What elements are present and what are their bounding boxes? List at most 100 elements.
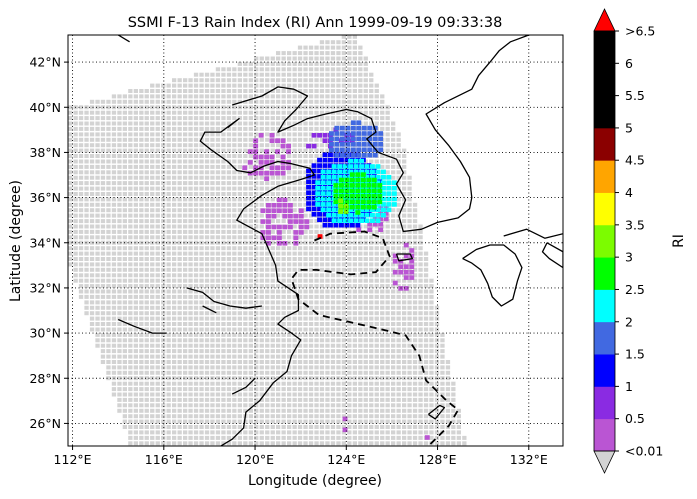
swath-pixel [243,257,248,261]
swath-pixel [150,262,155,267]
swath-pixel [232,289,237,294]
swath-pixel [292,414,297,419]
swath-pixel [287,72,292,77]
swath-pixel [139,143,144,148]
swath-pixel [341,311,346,316]
swath-pixel [434,381,440,386]
swath-pixel [287,67,292,72]
swath-pixel [106,332,111,337]
swath-pixel [117,159,122,164]
swath-pixel [456,441,461,446]
swath-pixel [166,387,171,392]
swath-pixel [341,343,346,348]
swath-pixel [89,229,95,234]
swath-pixel [215,311,221,316]
swath-pixel [133,208,138,213]
swath-pixel [391,322,396,326]
swath-pixel [396,278,401,283]
rain-pixel [280,165,286,171]
swath-pixel [270,181,275,186]
swath-pixel [429,397,434,402]
swath-pixel [183,197,188,202]
swath-pixel [89,110,95,115]
swath-pixel [237,181,242,186]
swath-pixel [341,246,346,251]
swath-pixel [412,414,418,419]
swath-pixel [150,89,155,93]
swath-pixel [407,294,412,299]
swath-pixel [144,311,149,316]
swath-pixel [407,408,412,413]
swath-pixel [68,105,73,110]
rain-pixel [360,172,366,177]
swath-pixel [144,300,149,305]
swath-pixel [281,338,286,343]
swath-pixel [402,381,407,386]
swath-pixel [95,229,100,234]
swath-pixel [232,441,237,446]
swath-pixel [144,159,149,164]
swath-pixel [172,370,177,375]
swath-pixel [84,257,89,261]
swath-pixel [330,51,336,56]
swath-pixel [429,435,434,440]
swath-pixel [276,257,281,261]
track-line [290,230,460,446]
swath-pixel [243,94,248,99]
swath-pixel [445,419,451,424]
swath-pixel [303,343,308,348]
rain-pixel [378,227,384,232]
swath-pixel [226,170,232,175]
swath-pixel [95,343,100,348]
swath-pixel [330,284,336,289]
rain-pixel [271,224,277,230]
swath-pixel [106,116,111,121]
swath-pixel [396,143,401,148]
swath-pixel [117,164,122,169]
swath-pixel [204,192,210,196]
swath-pixel [418,305,423,310]
swath-pixel [150,121,155,126]
rain-pixel [306,190,311,195]
swath-pixel [128,126,133,131]
swath-pixel [133,159,138,164]
swath-pixel [330,105,336,110]
swath-pixel [314,408,319,413]
swath-pixel [139,240,144,245]
swath-pixel [133,278,138,283]
swath-pixel [319,441,325,446]
swath-pixel [155,441,160,446]
swath-pixel [363,278,368,283]
swath-pixel [308,322,314,326]
swath-pixel [259,251,264,256]
swath-pixel [314,116,319,121]
swath-pixel [122,294,127,299]
swath-pixel [276,110,281,115]
rain-pixel [350,136,356,142]
swath-pixel [111,202,117,207]
rain-pixel [398,264,404,269]
swath-pixel [204,72,210,77]
rain-pixel [348,164,353,169]
swath-pixel [314,392,319,397]
swath-pixel [95,121,100,126]
swath-pixel [199,257,204,261]
swath-pixel [226,235,232,240]
swath-pixel [347,289,352,294]
swath-pixel [150,246,155,251]
swath-pixel [336,387,341,392]
swath-pixel [259,435,264,440]
swath-pixel [276,78,281,83]
swath-pixel [166,192,171,196]
swath-pixel [188,397,193,402]
swath-pixel [117,235,122,240]
rain-pixel [287,203,293,208]
swath-pixel [281,105,286,110]
rain-pixel [386,185,392,191]
swath-pixel [341,322,346,326]
swath-pixel [193,240,199,245]
swath-pixel [336,56,341,61]
swath-pixel [259,327,264,332]
swath-pixel [385,435,390,440]
swath-pixel [325,419,330,424]
